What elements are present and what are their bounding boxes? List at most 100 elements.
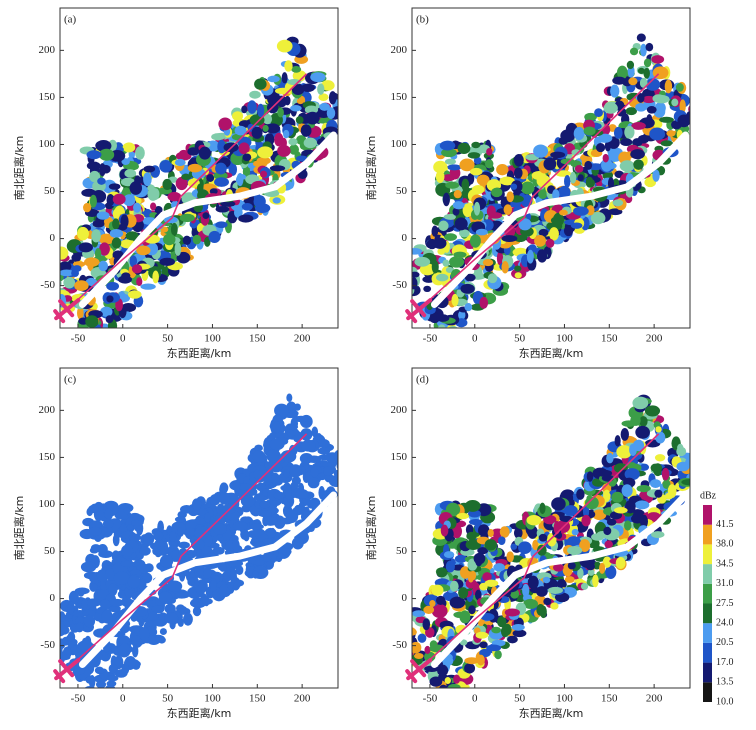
echo xyxy=(574,164,584,173)
echo xyxy=(661,467,670,481)
echo xyxy=(553,563,564,572)
echo xyxy=(157,520,165,535)
echo xyxy=(107,605,121,613)
echo xyxy=(596,143,606,153)
colorbar-segment xyxy=(703,603,712,624)
panel-label: (c) xyxy=(64,374,77,386)
echo xyxy=(639,416,648,427)
echo xyxy=(232,480,241,492)
echo xyxy=(227,581,234,590)
echo xyxy=(433,165,449,172)
echo xyxy=(60,620,61,625)
echo xyxy=(610,84,620,98)
echo xyxy=(402,254,411,265)
echo xyxy=(571,528,579,536)
echo xyxy=(288,138,298,146)
echo xyxy=(587,568,595,576)
echo xyxy=(445,560,455,573)
echo xyxy=(139,546,151,556)
echo xyxy=(117,635,130,645)
y-axis-label: 南北距离/km xyxy=(364,496,378,561)
echo xyxy=(300,124,312,137)
echo xyxy=(95,687,99,688)
x-tick-label: 100 xyxy=(204,693,221,705)
echo xyxy=(209,188,218,195)
echo xyxy=(41,262,55,270)
y-axis-label: 南北距离/km xyxy=(12,496,26,561)
echo xyxy=(304,105,319,114)
x-axis-label: 东西距离/km xyxy=(167,706,232,720)
echo xyxy=(438,220,449,232)
echo xyxy=(253,160,268,168)
echo xyxy=(211,133,225,141)
echo xyxy=(158,591,173,604)
echo xyxy=(654,454,666,462)
echo xyxy=(582,504,590,518)
echo xyxy=(527,575,539,590)
echo xyxy=(689,111,690,115)
panel-label: (d) xyxy=(416,374,429,386)
colorbar-tick-label: 20.5 xyxy=(716,637,734,648)
echo xyxy=(646,105,657,114)
echo xyxy=(326,107,336,119)
echo xyxy=(95,140,112,152)
echo xyxy=(433,237,447,249)
echo xyxy=(162,178,173,191)
colorbar-tick-label: 17.0 xyxy=(716,657,734,668)
echo xyxy=(276,95,287,108)
echo xyxy=(480,613,495,621)
x-tick-label: -50 xyxy=(423,693,438,705)
echo xyxy=(310,72,326,83)
echo xyxy=(112,218,120,230)
echo xyxy=(193,517,207,525)
echo xyxy=(43,265,52,271)
echo xyxy=(241,202,253,211)
echo xyxy=(611,491,624,503)
echo xyxy=(164,612,179,624)
echo xyxy=(465,578,477,589)
echo xyxy=(449,580,459,592)
echo xyxy=(542,576,551,584)
echo xyxy=(556,579,567,590)
echo xyxy=(192,234,202,245)
echo xyxy=(442,259,450,267)
echo xyxy=(60,249,66,257)
echo xyxy=(112,250,124,259)
echo xyxy=(635,425,650,439)
y-tick-label: 0 xyxy=(50,232,56,244)
echo xyxy=(567,545,583,555)
echo xyxy=(174,158,186,167)
echo xyxy=(306,455,322,464)
x-tick-label: -50 xyxy=(423,333,438,345)
echo xyxy=(281,72,288,84)
echo xyxy=(454,217,468,231)
echo xyxy=(200,593,208,604)
aircraft-icon xyxy=(53,658,81,684)
echo xyxy=(448,683,461,688)
echo xyxy=(423,285,432,293)
echo xyxy=(454,554,468,563)
echo xyxy=(543,514,557,525)
echo xyxy=(636,33,646,42)
echo xyxy=(253,559,265,566)
y-tick-label: 50 xyxy=(396,545,408,557)
echo xyxy=(640,43,647,57)
echo xyxy=(252,450,266,464)
echo xyxy=(43,259,53,266)
echo xyxy=(442,689,456,699)
echo xyxy=(503,204,513,215)
echo xyxy=(311,426,319,438)
echo xyxy=(126,162,139,171)
echo xyxy=(437,248,446,255)
echo xyxy=(435,170,445,183)
echo xyxy=(192,606,202,617)
x-tick-label: 50 xyxy=(514,693,526,705)
echo xyxy=(392,265,407,277)
echo xyxy=(232,539,240,552)
echo xyxy=(585,176,593,185)
echo xyxy=(125,231,139,241)
echo xyxy=(504,608,520,617)
flight-track xyxy=(66,73,308,310)
echo xyxy=(210,578,217,592)
echo xyxy=(121,663,130,675)
